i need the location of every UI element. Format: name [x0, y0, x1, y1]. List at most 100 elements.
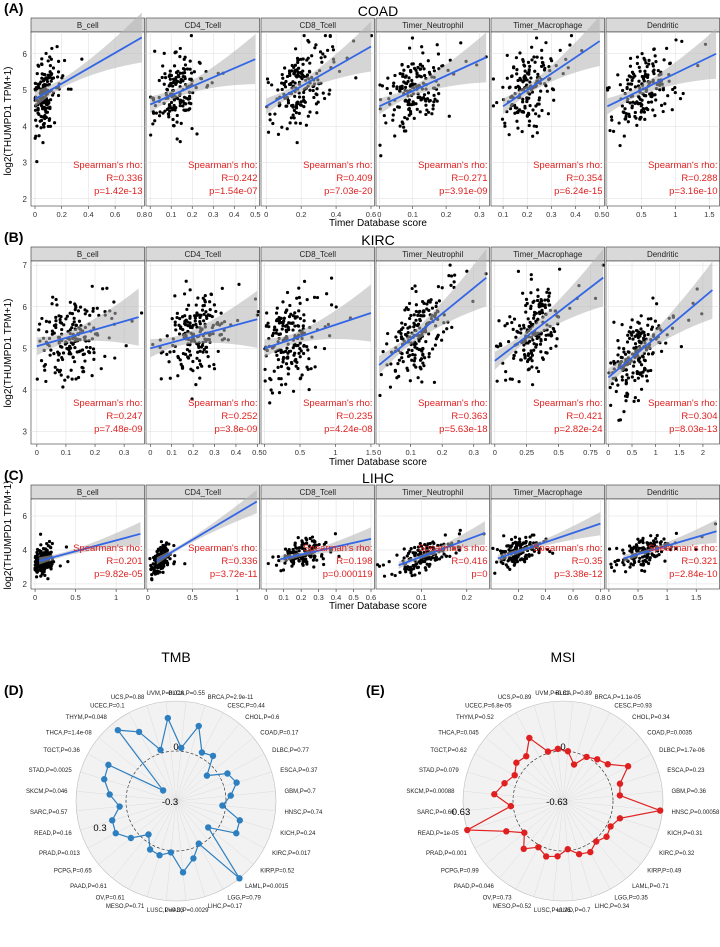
data-point — [637, 65, 641, 69]
regression-line — [398, 532, 486, 567]
data-point — [190, 126, 194, 131]
data-point — [506, 565, 510, 569]
data-point — [285, 330, 289, 334]
data-point — [199, 345, 204, 349]
regression-line — [378, 56, 487, 108]
data-point — [670, 108, 674, 112]
panel-label-b: (B) — [4, 229, 23, 245]
data-point — [643, 367, 647, 371]
data-point — [297, 549, 301, 553]
data-point — [528, 535, 532, 539]
data-point — [444, 554, 449, 558]
data-point — [545, 547, 550, 552]
data-point — [540, 356, 545, 360]
data-point — [530, 45, 534, 49]
data-point — [631, 337, 635, 341]
data-point — [527, 72, 531, 76]
x-tick-label: 0.5 — [70, 593, 80, 602]
data-point — [536, 294, 540, 298]
data-point — [275, 353, 279, 357]
data-point — [191, 369, 195, 373]
data-point — [308, 536, 312, 541]
radar-point — [106, 791, 113, 798]
data-point — [55, 368, 60, 372]
data-point — [307, 357, 311, 361]
data-point — [305, 345, 309, 349]
data-point — [413, 573, 417, 577]
data-point — [646, 352, 651, 356]
data-point — [186, 97, 190, 101]
data-point — [646, 369, 650, 373]
data-point — [522, 326, 526, 330]
data-point — [293, 543, 297, 547]
data-point — [168, 83, 172, 88]
data-point — [35, 565, 39, 569]
data-point — [640, 52, 644, 56]
data-point — [301, 57, 305, 61]
data-point — [514, 546, 518, 550]
radar-category-label: COAD,P=0.17 — [260, 730, 299, 736]
data-point — [534, 345, 538, 349]
data-point — [290, 104, 294, 108]
data-point — [297, 95, 302, 99]
data-point — [176, 97, 180, 101]
data-point — [296, 70, 300, 74]
data-point — [290, 361, 294, 366]
data-point — [545, 290, 549, 294]
data-point — [435, 43, 439, 47]
data-point — [41, 547, 46, 551]
radar-spoke — [552, 800, 564, 901]
data-point — [291, 328, 295, 332]
data-point — [274, 331, 278, 335]
data-point — [549, 346, 553, 350]
data-point — [459, 41, 463, 45]
data-point — [410, 36, 415, 40]
x-tick-label: 0.5 — [636, 210, 646, 219]
data-point — [414, 309, 418, 314]
data-point — [152, 567, 156, 571]
radar-point — [224, 770, 231, 777]
data-point — [398, 89, 402, 93]
data-point — [457, 532, 462, 536]
data-point — [635, 371, 639, 376]
data-point — [620, 356, 624, 360]
data-point — [609, 115, 614, 119]
x-tick-label: 1 — [654, 448, 658, 457]
data-point — [173, 51, 177, 55]
radar-point — [503, 828, 510, 835]
spearman-annotation: p=6.24e-15 — [554, 186, 602, 197]
data-point — [271, 555, 275, 559]
data-point — [49, 546, 53, 550]
data-point — [170, 317, 174, 321]
data-point — [414, 303, 418, 307]
data-point — [270, 83, 274, 87]
data-point — [61, 385, 65, 389]
data-point — [514, 56, 519, 60]
data-point — [661, 88, 665, 92]
data-point — [391, 118, 395, 122]
data-point — [188, 353, 193, 357]
data-point — [651, 64, 655, 68]
data-point — [395, 85, 399, 89]
data-point — [623, 117, 627, 121]
data-point — [534, 36, 539, 40]
x-tick-label: 0.4 — [229, 210, 239, 219]
data-point — [73, 307, 77, 312]
data-point — [627, 114, 632, 119]
regression-line — [38, 532, 141, 562]
x-tick-label: 0.5 — [348, 593, 358, 602]
data-point — [315, 111, 319, 115]
data-point — [35, 71, 39, 76]
radar-point — [624, 763, 632, 770]
data-point — [528, 541, 532, 545]
data-point — [44, 110, 48, 114]
data-point — [37, 134, 41, 138]
radar-spoke — [175, 771, 272, 802]
x-tick-label: 0 — [264, 593, 268, 602]
data-point — [406, 307, 410, 312]
data-point — [408, 109, 413, 114]
data-point — [629, 82, 634, 86]
